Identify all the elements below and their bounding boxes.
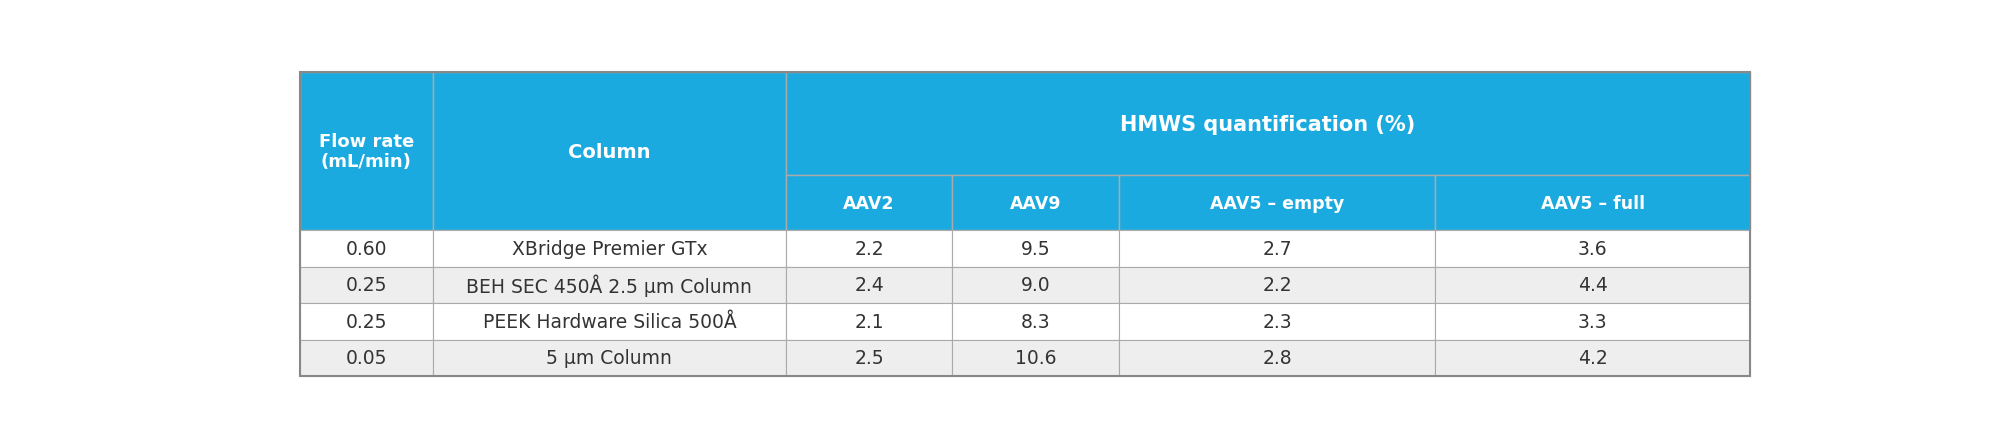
- Text: 0.25: 0.25: [346, 276, 388, 295]
- Bar: [952, 267, 1120, 304]
- Bar: [300, 231, 434, 267]
- Text: 2.5: 2.5: [854, 349, 884, 367]
- Bar: [952, 340, 1120, 376]
- Text: 2.8: 2.8: [1262, 349, 1292, 367]
- Text: 5 μm Column: 5 μm Column: [546, 349, 672, 367]
- Bar: [952, 231, 1120, 267]
- Bar: [952, 304, 1120, 340]
- Text: 3.3: 3.3: [1578, 312, 1608, 331]
- Bar: [786, 340, 952, 376]
- Text: 2.2: 2.2: [854, 239, 884, 258]
- Bar: [1120, 267, 1434, 304]
- Text: 0.25: 0.25: [346, 312, 388, 331]
- Text: Column: Column: [568, 142, 650, 161]
- Bar: [1434, 304, 1750, 340]
- Text: 9.5: 9.5: [1022, 239, 1050, 258]
- Bar: [434, 340, 786, 376]
- Bar: [300, 340, 434, 376]
- Bar: [1434, 267, 1750, 304]
- Text: BEH SEC 450Å 2.5 μm Column: BEH SEC 450Å 2.5 μm Column: [466, 274, 752, 297]
- Bar: [300, 304, 434, 340]
- Bar: [434, 304, 786, 340]
- Text: 2.3: 2.3: [1262, 312, 1292, 331]
- Text: AAV9: AAV9: [1010, 194, 1062, 212]
- Bar: [300, 73, 1750, 376]
- Text: 10.6: 10.6: [1016, 349, 1056, 367]
- Text: HMWS quantification (%): HMWS quantification (%): [1120, 114, 1416, 134]
- Text: 2.1: 2.1: [854, 312, 884, 331]
- Bar: [1120, 304, 1434, 340]
- Bar: [1434, 340, 1750, 376]
- Text: 2.2: 2.2: [1262, 276, 1292, 295]
- Text: PEEK Hardware Silica 500Å: PEEK Hardware Silica 500Å: [482, 312, 736, 331]
- Bar: [786, 73, 1750, 176]
- Bar: [300, 73, 434, 231]
- Text: 0.05: 0.05: [346, 349, 388, 367]
- Bar: [1434, 231, 1750, 267]
- Bar: [1434, 176, 1750, 231]
- Bar: [434, 73, 786, 231]
- Bar: [786, 231, 952, 267]
- Text: 0.60: 0.60: [346, 239, 388, 258]
- Text: 8.3: 8.3: [1022, 312, 1050, 331]
- Bar: [1120, 231, 1434, 267]
- Text: AAV2: AAV2: [844, 194, 894, 212]
- Bar: [434, 267, 786, 304]
- Text: AAV5 – empty: AAV5 – empty: [1210, 194, 1344, 212]
- Bar: [786, 267, 952, 304]
- Text: 4.4: 4.4: [1578, 276, 1608, 295]
- Text: Flow rate
(mL/min): Flow rate (mL/min): [318, 132, 414, 171]
- Text: 4.2: 4.2: [1578, 349, 1608, 367]
- Bar: [1120, 176, 1434, 231]
- Bar: [786, 304, 952, 340]
- Bar: [434, 231, 786, 267]
- Text: AAV5 – full: AAV5 – full: [1540, 194, 1644, 212]
- Text: 9.0: 9.0: [1022, 276, 1050, 295]
- Bar: [786, 176, 952, 231]
- Text: 3.6: 3.6: [1578, 239, 1608, 258]
- Text: 2.4: 2.4: [854, 276, 884, 295]
- Text: 2.7: 2.7: [1262, 239, 1292, 258]
- Bar: [1120, 340, 1434, 376]
- Text: XBridge Premier GTx: XBridge Premier GTx: [512, 239, 708, 258]
- Bar: [952, 176, 1120, 231]
- Bar: [300, 267, 434, 304]
